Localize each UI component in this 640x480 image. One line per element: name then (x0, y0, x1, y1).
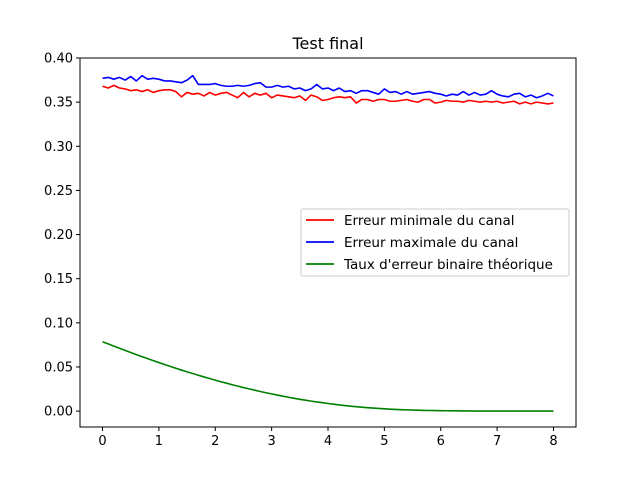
chart-title: Test final (291, 34, 363, 53)
y-tick-label: 0.30 (44, 140, 73, 155)
y-tick-label: 0.00 (44, 405, 73, 420)
y-tick-label: 0.10 (44, 316, 73, 331)
y-tick-label: 0.20 (44, 228, 73, 243)
y-tick-label: 0.05 (44, 360, 73, 375)
series-line-0 (102, 84, 554, 105)
legend-label-1: Erreur maximale du canal (344, 235, 518, 251)
y-tick-label: 0.15 (44, 272, 73, 287)
x-tick-label: 8 (549, 434, 557, 449)
y-axis: 0.00 0.05 0.10 0.15 0.20 0.25 0.30 0.35 0.40 (44, 52, 80, 420)
series-line-2 (102, 340, 554, 412)
x-tick-label: 1 (155, 434, 163, 449)
x-tick-label: 2 (211, 434, 219, 449)
x-tick-label: 7 (493, 434, 501, 449)
legend: Erreur minimale du canal Erreur maximale … (300, 208, 570, 277)
x-tick-label: 6 (437, 434, 445, 449)
series-layer (102, 74, 554, 412)
legend-box (300, 208, 570, 277)
x-axis: 0 1 2 3 4 5 6 7 8 (98, 427, 558, 449)
x-tick-label: 5 (380, 434, 388, 449)
legend-label-2: Taux d'erreur binaire théorique (343, 257, 553, 273)
y-tick-label: 0.35 (44, 96, 73, 111)
x-tick-label: 0 (98, 434, 106, 449)
x-tick-label: 4 (324, 434, 332, 449)
y-tick-label: 0.40 (44, 52, 73, 67)
legend-label-0: Erreur minimale du canal (344, 213, 514, 229)
series-line-1 (102, 74, 554, 99)
plot-area (79, 57, 577, 428)
y-tick-label: 0.25 (44, 184, 73, 199)
x-tick-label: 3 (267, 434, 275, 449)
